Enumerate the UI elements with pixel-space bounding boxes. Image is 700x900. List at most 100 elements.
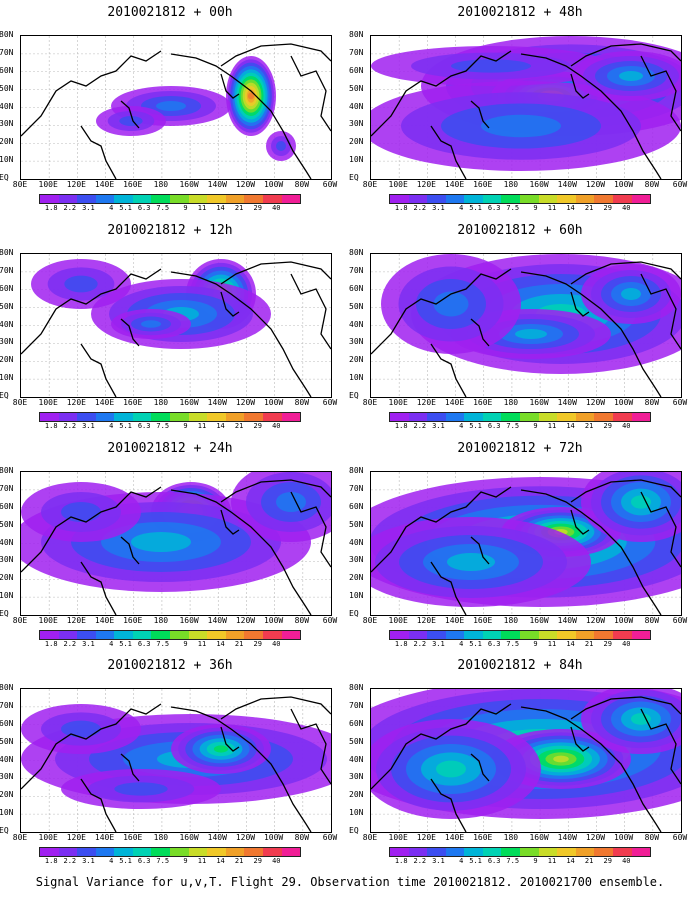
colorbar-label: 9 (183, 857, 188, 865)
panel-title: 2010021812 + 36h (107, 658, 233, 673)
colorbar-label: 40 (272, 422, 281, 430)
latitude-label: 10N (0, 591, 14, 601)
longitude-label: 100E (38, 833, 58, 842)
colorbar-label: 4 (109, 640, 114, 648)
colorbar-swatch (77, 848, 96, 856)
latitude-label: 70N (349, 483, 364, 493)
colorbar-label: 7.5 (506, 204, 520, 212)
longitude-label: 140E (94, 398, 115, 407)
colorbar-swatch (114, 195, 133, 203)
longitude-label: 160W (529, 398, 549, 407)
longitude-label: 100W (263, 180, 284, 189)
colorbar-swatch (225, 413, 245, 421)
colorbar-labels: 1.8 2.2 3.1 4 5.1 6.3 7.5 9 11 14 21 29 40 (389, 641, 649, 651)
colorbar-swatch (114, 631, 133, 639)
longitude-label: 80E (362, 616, 378, 625)
colorbar-swatch (594, 631, 613, 639)
colorbar-label: 29 (253, 857, 262, 865)
coastline (290, 491, 331, 568)
map-panel: 2010021812 + 36h 80N 70N 60N 50N 40N 30N 20N 10N… (0, 653, 340, 873)
colorbar-swatch (225, 195, 245, 203)
longitude-label: 140W (207, 398, 227, 407)
colorbar-swatch (40, 631, 59, 639)
latitude-label: 80N (0, 683, 14, 692)
latitude-label: 50N (349, 736, 364, 746)
colorbar-label: 1.8 (394, 857, 408, 865)
longitude-label: 180 (503, 833, 519, 842)
colorbar-label: 14 (216, 204, 225, 212)
longitude-label: 100E (388, 398, 408, 407)
colorbar-swatch (538, 413, 558, 421)
colorbar-label: 3.1 (82, 857, 95, 865)
colorbar-swatch (464, 195, 483, 203)
longitude-label: 80W (644, 180, 660, 189)
coastline (80, 343, 117, 397)
colorbar-swatch (151, 413, 171, 421)
colorbar-swatch (575, 195, 595, 203)
colorbar-swatch (445, 848, 465, 856)
colorbar-swatch (594, 195, 613, 203)
longitude-label: 160W (529, 616, 549, 625)
longitude-label: 120E (66, 833, 86, 842)
longitude-label: 100W (613, 180, 634, 189)
colorbar-label: 5.1 (119, 640, 132, 648)
variance-contour (114, 782, 168, 796)
panel-title: 2010021812 + 12h (107, 223, 233, 238)
longitude-label: 180 (153, 833, 169, 842)
latitude-label: 30N (0, 337, 14, 347)
colorbar-label: 14 (216, 857, 225, 865)
variance-field (21, 36, 331, 179)
coastline (371, 486, 512, 573)
coastline (640, 708, 681, 785)
longitude-label: 140E (94, 616, 115, 625)
colorbar-swatch (188, 413, 208, 421)
colorbar-label: 21 (234, 422, 244, 430)
colorbar-swatch (281, 413, 301, 421)
colorbar-labels: 1.8 2.2 3.1 4 5.1 6.3 7.5 9 11 14 21 29 40 (39, 423, 299, 433)
latitude-label: 30N (349, 772, 364, 782)
coastline (570, 73, 590, 99)
longitude-label: 160W (179, 180, 199, 189)
longitude-label: 140W (207, 180, 227, 189)
coastline (640, 55, 681, 132)
colorbar-swatch (225, 631, 245, 639)
latitude-label: EQ (349, 173, 359, 182)
colorbar-swatch (207, 848, 226, 856)
longitude-label: 180 (153, 180, 169, 189)
longitude-label: 80E (362, 398, 378, 407)
colorbar-label-pad (281, 858, 300, 868)
colorbar-swatch (390, 631, 409, 639)
longitude-label: 80W (644, 833, 660, 842)
colorbar-label: 14 (566, 857, 575, 865)
latitude-label: EQ (0, 391, 9, 400)
latitude-label: 20N (349, 355, 364, 365)
latitude-label: 80N (349, 683, 364, 692)
colorbar-swatch (520, 848, 539, 856)
coastline (520, 489, 662, 615)
longitude-label: 160W (529, 180, 549, 189)
colorbar-label: 3.1 (82, 640, 95, 648)
longitude-label: 160E (123, 398, 143, 407)
colorbar-swatch (390, 413, 409, 421)
longitude-label: 80E (362, 180, 378, 189)
longitude-label: 80E (12, 833, 28, 842)
variance-contour (64, 275, 98, 293)
map-panel: 2010021812 + 60h 80N 70N 60N 50N 40N 30N 20N 10N… (349, 218, 690, 438)
longitude-label: 140E (444, 833, 465, 842)
latitude-label: 30N (349, 555, 364, 565)
latitude-label: 50N (0, 736, 14, 746)
longitude-label: 60W (672, 833, 688, 842)
longitude-label: 80E (12, 398, 28, 407)
colorbar-swatch (482, 848, 502, 856)
latitude-label: 70N (349, 700, 364, 710)
variance-contour (436, 760, 466, 778)
variance-contour (276, 141, 286, 151)
colorbar-label: 14 (216, 640, 225, 648)
colorbar-swatch (132, 413, 152, 421)
colorbar-swatch (501, 631, 521, 639)
longitude-label: 120W (585, 180, 606, 189)
colorbar-swatch (408, 413, 428, 421)
colorbar-swatch (58, 848, 78, 856)
latitude-label: 40N (349, 754, 364, 764)
colorbar-swatch (594, 413, 613, 421)
